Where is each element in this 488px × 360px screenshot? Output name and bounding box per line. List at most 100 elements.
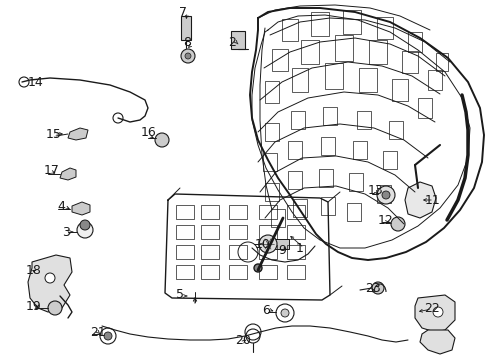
Bar [201, 225, 219, 239]
Circle shape [181, 49, 195, 63]
Bar [228, 265, 246, 279]
Text: 7: 7 [179, 5, 186, 18]
Text: 18: 18 [26, 264, 42, 276]
Bar [259, 225, 276, 239]
Circle shape [155, 133, 169, 147]
Bar [376, 17, 392, 39]
Circle shape [281, 309, 288, 317]
Text: 11: 11 [424, 194, 440, 207]
Circle shape [80, 220, 90, 230]
Circle shape [253, 264, 262, 272]
Bar [342, 10, 360, 34]
Polygon shape [28, 255, 72, 312]
Bar [228, 245, 246, 259]
Bar [290, 111, 305, 129]
Bar [176, 205, 194, 219]
Circle shape [371, 282, 383, 294]
Bar [228, 205, 246, 219]
Circle shape [376, 186, 394, 204]
Text: 10: 10 [254, 238, 270, 251]
Bar [348, 173, 362, 191]
Bar [259, 205, 276, 219]
Polygon shape [72, 202, 90, 215]
Text: 12: 12 [377, 215, 393, 228]
Polygon shape [60, 168, 76, 180]
Bar [323, 107, 336, 125]
Bar [391, 79, 407, 101]
Bar [181, 16, 191, 40]
Bar [291, 68, 307, 92]
Bar [176, 245, 194, 259]
Bar [259, 245, 276, 259]
Circle shape [432, 307, 442, 317]
Circle shape [45, 273, 55, 283]
Text: 2: 2 [227, 36, 235, 49]
Bar [382, 151, 396, 169]
Text: 9: 9 [278, 244, 285, 257]
Bar [282, 19, 297, 41]
Circle shape [390, 217, 404, 231]
Bar [228, 225, 246, 239]
Bar [301, 40, 318, 64]
Bar [176, 225, 194, 239]
Text: 21: 21 [90, 325, 105, 338]
Bar [286, 205, 305, 219]
Text: 23: 23 [364, 283, 380, 296]
Bar [325, 63, 342, 89]
Bar [286, 245, 305, 259]
Text: 1: 1 [295, 242, 303, 255]
Text: 13: 13 [367, 184, 383, 198]
Circle shape [100, 328, 116, 344]
Bar [334, 35, 352, 61]
Text: 14: 14 [28, 76, 43, 89]
Bar [274, 239, 288, 249]
Polygon shape [419, 330, 454, 354]
Text: 6: 6 [262, 303, 269, 316]
Circle shape [48, 301, 62, 315]
Bar [264, 183, 279, 201]
Bar [292, 199, 306, 217]
Circle shape [77, 222, 93, 238]
Text: 19: 19 [26, 300, 41, 312]
Text: 8: 8 [183, 36, 191, 49]
Bar [427, 70, 441, 90]
Text: 17: 17 [44, 165, 60, 177]
Polygon shape [404, 182, 435, 218]
Circle shape [104, 332, 112, 340]
Circle shape [381, 191, 389, 199]
Bar [310, 12, 328, 36]
Bar [271, 49, 287, 71]
Bar [201, 265, 219, 279]
Bar [352, 141, 366, 159]
Text: 3: 3 [62, 225, 70, 238]
Text: 20: 20 [235, 334, 250, 347]
Bar [286, 265, 305, 279]
Bar [230, 31, 244, 49]
Bar [417, 98, 431, 118]
Bar [368, 40, 386, 64]
Bar [388, 121, 402, 139]
Bar [286, 225, 305, 239]
Bar [270, 209, 285, 227]
Bar [356, 111, 370, 129]
Bar [358, 68, 376, 92]
Bar [320, 137, 334, 155]
Text: 22: 22 [423, 302, 439, 315]
Bar [259, 265, 276, 279]
Bar [435, 53, 447, 71]
Circle shape [275, 304, 293, 322]
Bar [318, 169, 332, 187]
Bar [263, 153, 276, 171]
Polygon shape [414, 295, 454, 332]
Bar [407, 32, 421, 52]
Bar [264, 123, 279, 141]
Bar [287, 141, 302, 159]
Text: 15: 15 [46, 127, 62, 140]
Bar [320, 197, 334, 215]
Bar [201, 205, 219, 219]
Bar [346, 203, 360, 221]
Polygon shape [68, 128, 88, 140]
Text: 16: 16 [141, 126, 157, 139]
Circle shape [259, 235, 276, 253]
Bar [201, 245, 219, 259]
